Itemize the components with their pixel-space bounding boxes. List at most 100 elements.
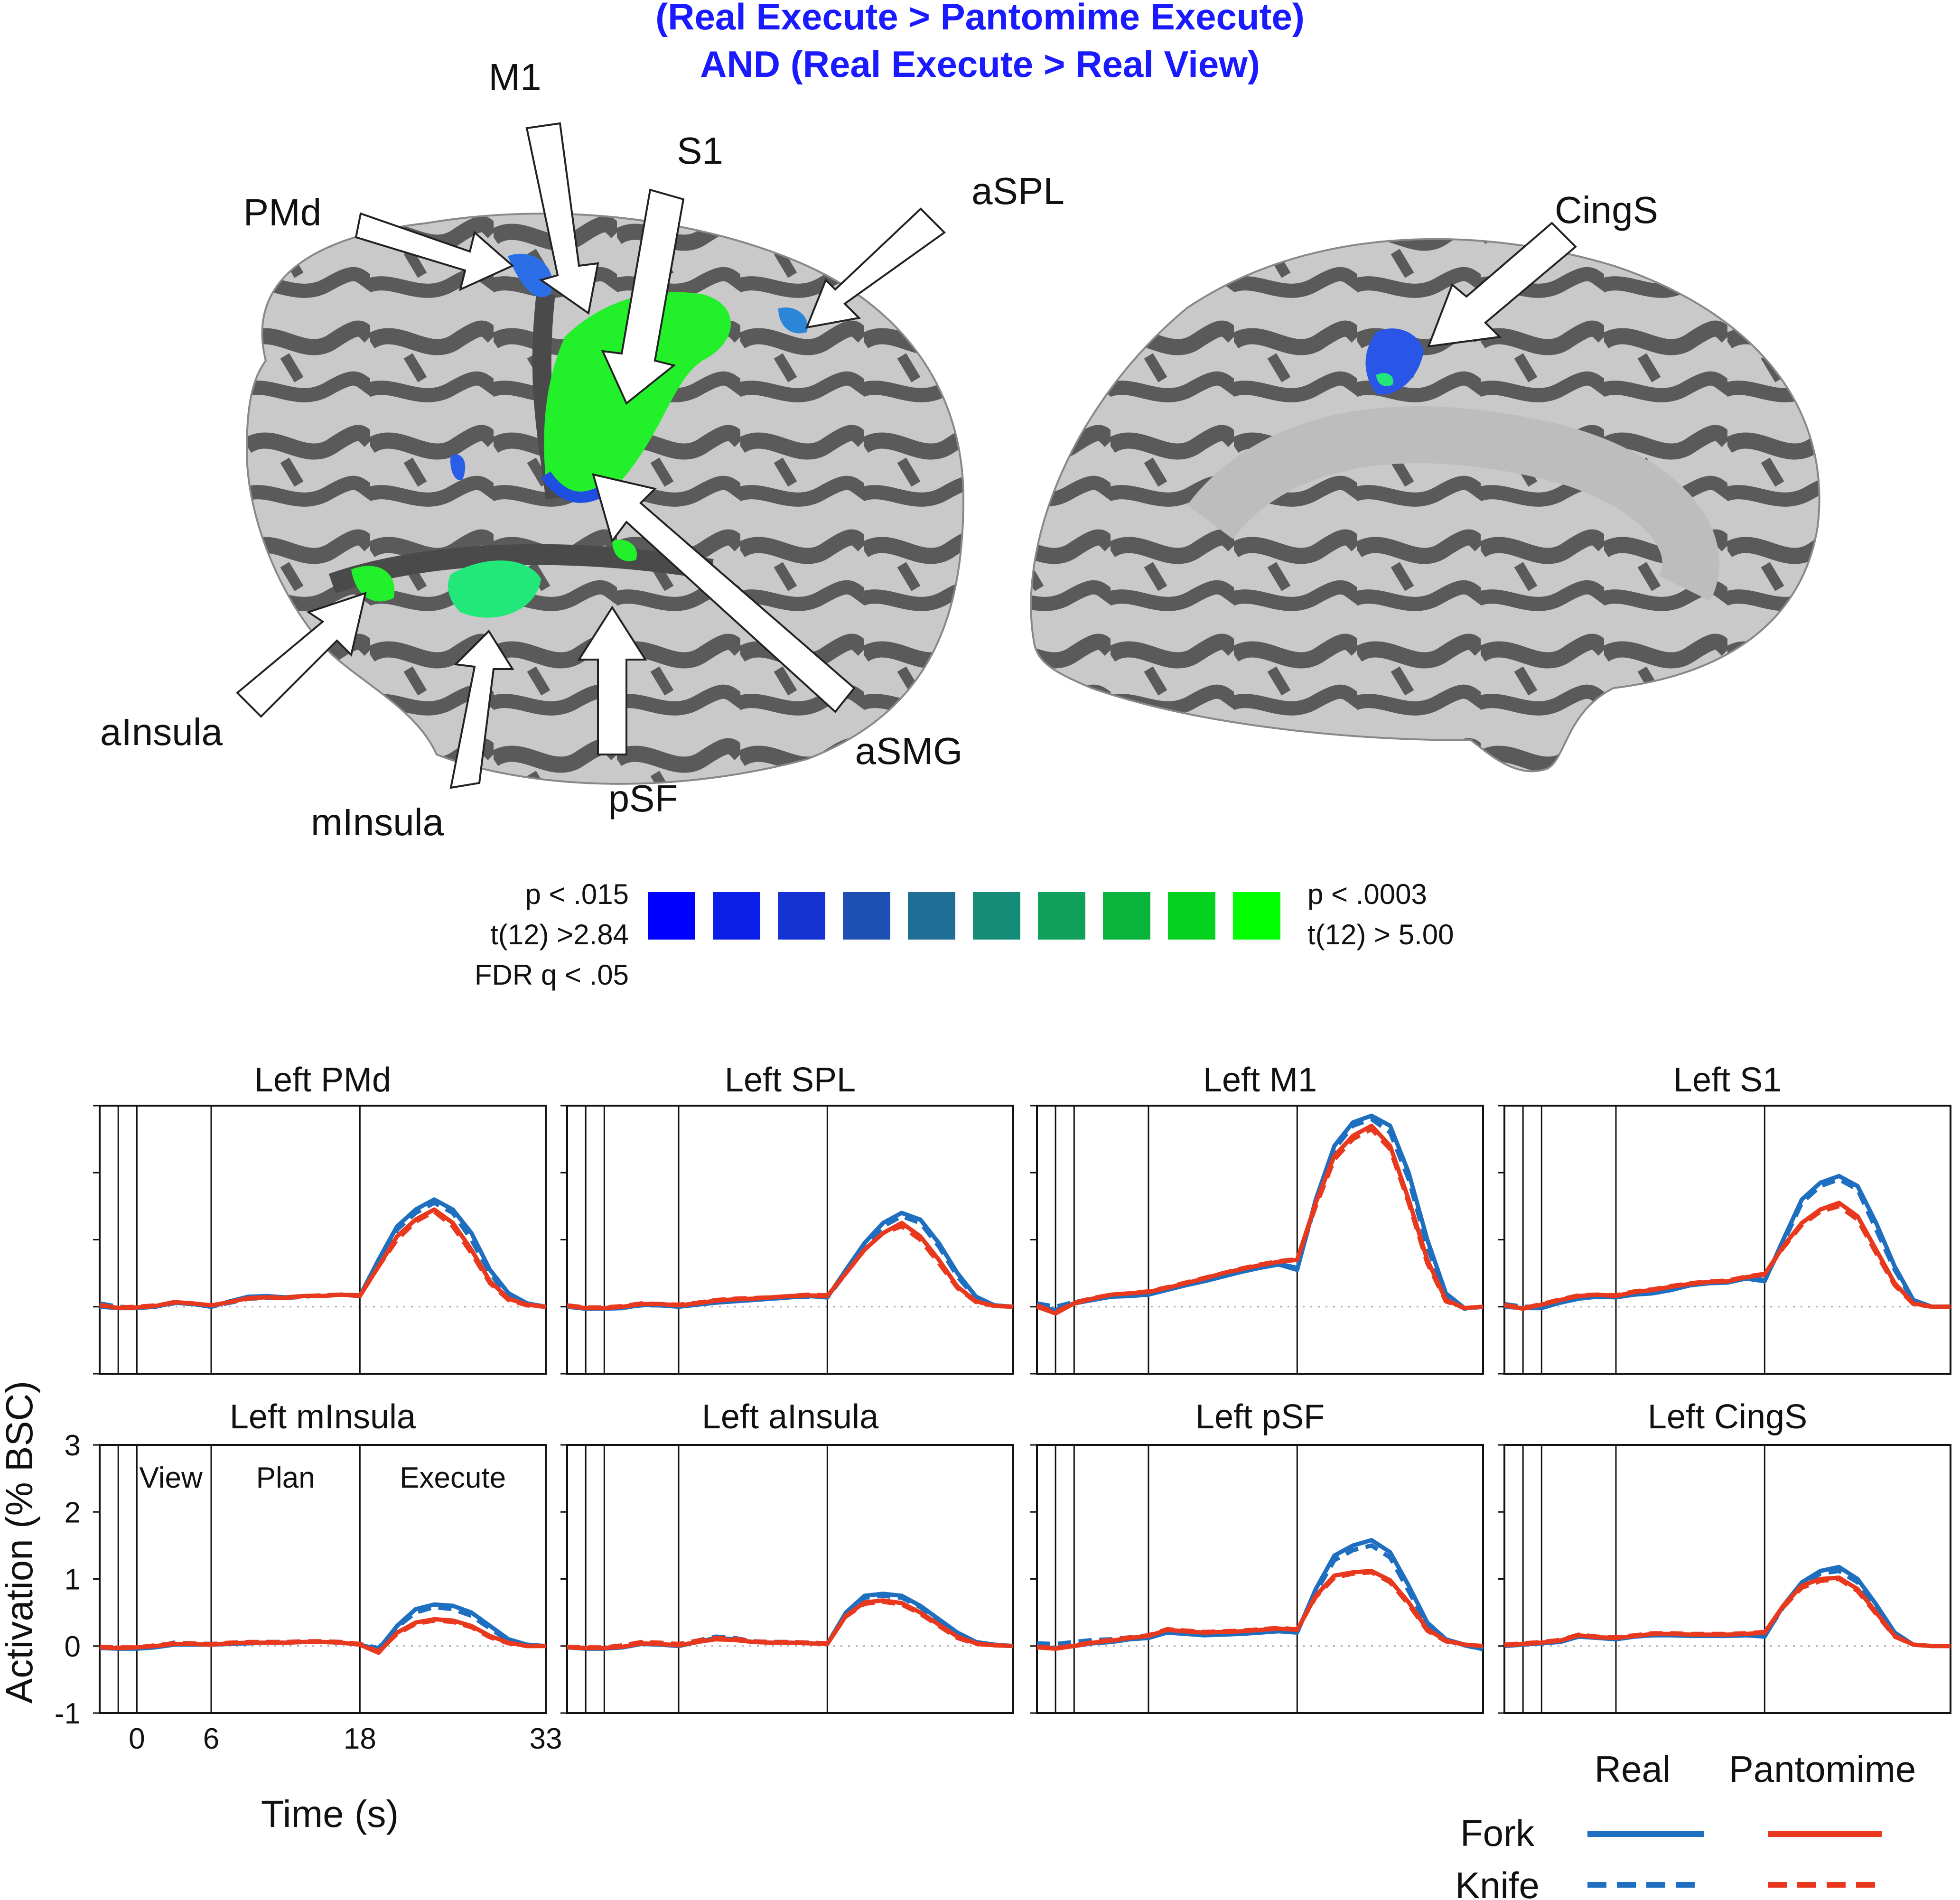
series-line (567, 1220, 1014, 1311)
arrow-m1 (525, 122, 599, 315)
y-axis-label: Activation (% BSC) (0, 1381, 40, 1704)
arrow-cings (1427, 222, 1577, 348)
arrow-asmg (592, 473, 856, 713)
series-line (1504, 1201, 1951, 1311)
legend-fork: Fork (1460, 1812, 1535, 1854)
panel: Left mInsula 3 2 1 0 -1 0 6 18 33 View Plan Execute (55, 1398, 562, 1755)
x-tick-label: 18 (344, 1723, 376, 1755)
phase-label: View (140, 1462, 203, 1494)
legend-knife: Knife (1455, 1864, 1540, 1900)
series-line (567, 1600, 1014, 1650)
colorbar-swatch (973, 892, 1020, 940)
legend: Real Pantomime Fork Knife (1455, 1748, 1916, 1900)
y-tick-label: -1 (55, 1697, 81, 1730)
series-line (1036, 1538, 1484, 1652)
label-pmd: PMd (243, 191, 322, 233)
panel-title: Left CingS (1648, 1398, 1807, 1436)
panel-frame (1036, 1444, 1484, 1714)
panel: Left CingS (1498, 1398, 1951, 1714)
legend-real: Real (1595, 1748, 1671, 1790)
label-s1: S1 (677, 130, 723, 172)
colorbar-swatch (778, 892, 825, 940)
label-m1: M1 (488, 56, 541, 98)
series-line (99, 1209, 546, 1310)
series-line (1036, 1570, 1484, 1650)
series-line (1036, 1127, 1484, 1314)
arrow-pmd (355, 212, 514, 291)
medial-activation (1365, 328, 1424, 395)
panel: Left aInsula (560, 1398, 1014, 1714)
series-line (1504, 1174, 1951, 1311)
series-line (1504, 1577, 1951, 1649)
label-minsula: mInsula (311, 801, 444, 843)
panel-title: Left SPL (725, 1061, 856, 1099)
series-line (1036, 1123, 1484, 1316)
panel: Left PMd (93, 1061, 547, 1375)
time-course-panels: Left PMd Left SPL Left M1 Left S1 Left mInsu… (55, 1061, 1951, 1755)
label-cings: CingS (1555, 189, 1658, 231)
colorbar-swatch (1168, 892, 1215, 940)
panel-frame (99, 1105, 547, 1375)
x-tick-label: 33 (530, 1723, 562, 1755)
label-aspl: aSPL (971, 170, 1064, 212)
arrow-aspl (805, 207, 946, 329)
series-line (99, 1207, 546, 1311)
label-ainsula: aInsula (100, 711, 223, 753)
phase-label: Plan (256, 1462, 315, 1494)
medial-brain (1030, 238, 1820, 773)
label-psf: pSF (608, 777, 678, 820)
y-tick-label: 1 (65, 1564, 81, 1596)
colorbar-swatch (648, 892, 695, 940)
figure-title-line2: AND (Real Execute > Real View) (700, 43, 1260, 85)
x-axis-label: Time (s) (261, 1793, 399, 1835)
phase-label: Execute (400, 1462, 506, 1494)
colorbar-swatch (1038, 892, 1085, 940)
legend-pantomime: Pantomime (1729, 1748, 1916, 1790)
colorbar-swatch (908, 892, 955, 940)
colorbar-right-2: t(12) > 5.00 (1307, 919, 1454, 950)
arrow-psf (577, 605, 647, 755)
x-tick-label: 6 (203, 1723, 219, 1755)
colorbar-swatch (1233, 892, 1280, 940)
colorbar: p < .015 t(12) >2.84 FDR q < .05 p < .00… (475, 878, 1454, 991)
panel: Left pSF (1030, 1398, 1484, 1714)
panel-title: Left mInsula (230, 1398, 416, 1436)
region-arrows (236, 122, 1577, 789)
series-line (99, 1201, 546, 1310)
colorbar-left-3: FDR q < .05 (475, 959, 629, 991)
colorbar-swatch (713, 892, 760, 940)
colorbar-left-2: t(12) >2.84 (490, 919, 629, 950)
panel-title: Left aInsula (702, 1398, 879, 1436)
panel-title: Left PMd (254, 1061, 391, 1099)
series-line (1036, 1117, 1484, 1311)
colorbar-swatch (843, 892, 890, 940)
panel-title: Left M1 (1203, 1061, 1317, 1099)
x-tick-label: 0 (129, 1723, 145, 1755)
panel-frame (566, 1444, 1014, 1714)
panel-frame (1036, 1105, 1484, 1375)
colorbar-right-1: p < .0003 (1307, 878, 1427, 910)
arrow-s1 (601, 188, 685, 405)
series-line (1504, 1204, 1951, 1311)
colorbar-swatch (1103, 892, 1150, 940)
panel: Left S1 (1498, 1061, 1951, 1375)
panel: Left SPL (560, 1061, 1014, 1375)
arrow-minsula (449, 629, 514, 789)
y-tick-label: 3 (65, 1429, 81, 1462)
series-line (567, 1593, 1014, 1650)
panel: Left M1 (1030, 1061, 1484, 1375)
arrow-ainsula (236, 591, 367, 718)
series-line (99, 1197, 546, 1311)
label-asmg: aSMG (855, 730, 963, 772)
colorbar-swatches (648, 892, 1280, 940)
figure-title-line1: (Real Execute > Pantomime Execute) (655, 0, 1305, 37)
y-tick-label: 0 (65, 1630, 81, 1663)
panel-frame (1503, 1444, 1951, 1714)
series-line (567, 1224, 1014, 1310)
series-line (1036, 1569, 1484, 1651)
panel-frame (566, 1105, 1014, 1375)
panel-title: Left pSF (1195, 1398, 1325, 1436)
series-line (567, 1592, 1014, 1651)
y-tick-label: 2 (65, 1496, 81, 1529)
